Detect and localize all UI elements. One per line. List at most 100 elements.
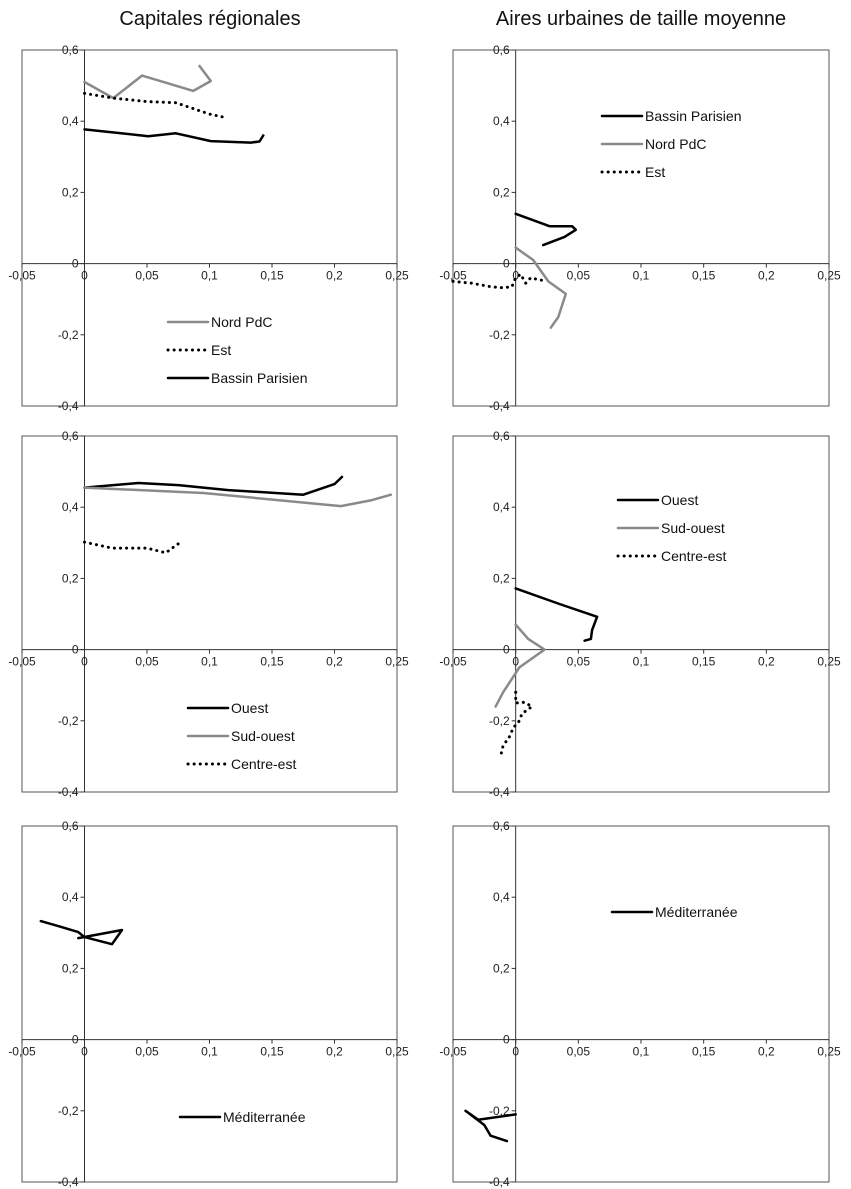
x-tick-label: 0,1	[633, 269, 650, 283]
chart-panel: -0,05 0 0,05 0,1 0,15 0,2 0,25 -0,4 -0,2 0 0,2 0,4 0…	[8, 43, 409, 413]
legend-label: Est	[211, 342, 231, 358]
x-tick-label: 0,1	[201, 269, 218, 283]
chart-panel: -0,05 0 0,05 0,1 0,15 0,2 0,25 -0,4 -0,2 0 0,2 0,4 0…	[439, 43, 841, 413]
x-tick-label: 0,15	[692, 1045, 716, 1059]
chart-panel: -0,05 0 0,05 0,1 0,15 0,2 0,25 -0,4 -0,2 0 0,2 0,4 0…	[8, 819, 409, 1189]
y-tick-label: 0,2	[493, 185, 510, 199]
x-tick-label: 0,05	[567, 1045, 591, 1059]
x-tick-label: 0,1	[201, 655, 218, 669]
series-line	[514, 587, 599, 642]
series-line	[451, 272, 546, 290]
y-tick-label: 0,4	[493, 114, 510, 128]
chart-panel: -0,05 0 0,05 0,1 0,15 0,2 0,25 -0,4 -0,2 0 0,2 0,4 0…	[8, 429, 409, 799]
legend-label: Méditerranée	[223, 1109, 306, 1125]
series-line	[83, 540, 183, 555]
y-tick-label: -0,2	[58, 714, 79, 728]
x-tick-label: 0,05	[567, 655, 591, 669]
x-tick-label: 0,2	[758, 269, 775, 283]
y-tick-label: -0,2	[58, 328, 79, 342]
x-tick-label: -0,05	[439, 655, 467, 669]
x-tick-label: 0,25	[385, 655, 409, 669]
y-tick-label: 0,4	[62, 500, 79, 514]
column-title-right: Aires urbaines de taille moyenne	[495, 8, 787, 30]
y-tick-label: 0	[503, 257, 510, 271]
x-tick-label: -0,05	[439, 269, 467, 283]
legend-label: Nord PdC	[211, 314, 272, 330]
x-tick-label: 0,25	[817, 269, 841, 283]
x-tick-label: 0	[512, 1045, 519, 1059]
y-tick-label: 0,2	[62, 961, 79, 975]
y-tick-label: 0,6	[493, 819, 510, 833]
y-tick-label: -0,4	[489, 1175, 510, 1189]
x-tick-label: 0,25	[817, 655, 841, 669]
x-tick-label: -0,05	[8, 269, 36, 283]
x-tick-label: 0,05	[135, 269, 159, 283]
y-tick-label: 0	[503, 1033, 510, 1047]
chart-panel: -0,05 0 0,05 0,1 0,15 0,2 0,25 -0,4 -0,2 0 0,2 0,4 0…	[439, 819, 841, 1189]
series-line	[494, 623, 546, 708]
y-tick-label: 0	[72, 1033, 79, 1047]
x-tick-label: 0,15	[692, 655, 716, 669]
y-tick-label: 0,4	[493, 890, 510, 904]
series-line	[464, 1109, 517, 1143]
legend-label: Centre-est	[661, 548, 726, 564]
x-tick-label: 0,2	[326, 269, 343, 283]
x-tick-label: 0,25	[385, 269, 409, 283]
y-tick-label: 0,4	[493, 500, 510, 514]
y-tick-label: -0,4	[58, 1175, 79, 1189]
y-tick-label: -0,4	[489, 785, 510, 799]
plot-frame	[21, 435, 398, 793]
legend-label: Bassin Parisien	[645, 108, 742, 124]
series-line	[83, 486, 393, 508]
x-tick-label: -0,05	[439, 1045, 467, 1059]
y-tick-label: 0,6	[62, 819, 79, 833]
y-tick-label: -0,4	[58, 785, 79, 799]
x-tick-label: 0,25	[817, 1045, 841, 1059]
y-tick-label: -0,2	[489, 328, 510, 342]
legend-label: Ouest	[231, 700, 268, 716]
legend-label: Méditerranée	[655, 904, 738, 920]
series-line	[499, 690, 534, 758]
plot-frame	[452, 49, 830, 407]
chart-panel: -0,05 0 0,05 0,1 0,15 0,2 0,25 -0,4 -0,2 0 0,2 0,4 0…	[439, 429, 841, 799]
y-tick-label: 0,6	[62, 43, 79, 57]
legend-label: Bassin Parisien	[211, 370, 308, 386]
y-tick-label: 0,6	[62, 429, 79, 443]
legend-label: Centre-est	[231, 756, 296, 772]
y-tick-label: 0,2	[493, 571, 510, 585]
legend-label: Nord PdC	[645, 136, 706, 152]
plot-frame	[452, 825, 830, 1183]
series-line	[83, 91, 228, 120]
x-tick-label: 0	[81, 1045, 88, 1059]
y-tick-label: 0,2	[62, 571, 79, 585]
x-tick-label: 0	[81, 655, 88, 669]
series-line	[83, 475, 344, 496]
x-tick-label: 0,2	[758, 1045, 775, 1059]
x-tick-label: 0,15	[260, 269, 284, 283]
y-tick-label: 0	[503, 643, 510, 657]
y-tick-label: 0	[72, 643, 79, 657]
series-line	[83, 64, 213, 100]
x-tick-label: 0,05	[135, 1045, 159, 1059]
y-tick-label: -0,4	[58, 399, 79, 413]
x-tick-label: 0,15	[260, 655, 284, 669]
legend-label: Sud-ouest	[231, 728, 295, 744]
x-tick-label: 0,05	[567, 269, 591, 283]
y-tick-label: 0	[72, 257, 79, 271]
y-tick-label: -0,2	[489, 714, 510, 728]
y-tick-label: -0,2	[58, 1104, 79, 1118]
plot-frame	[21, 49, 398, 407]
y-tick-label: 0,2	[62, 185, 79, 199]
y-tick-label: 0,2	[493, 961, 510, 975]
series-line	[514, 212, 578, 247]
legend-label: Ouest	[661, 492, 698, 508]
series-line	[39, 919, 124, 946]
x-tick-label: 0,25	[385, 1045, 409, 1059]
x-tick-label: 0,2	[758, 655, 775, 669]
y-tick-label: -0,2	[489, 1104, 510, 1118]
plot-frame	[452, 435, 830, 793]
y-tick-label: 0,6	[493, 43, 510, 57]
x-tick-label: 0,15	[692, 269, 716, 283]
series-line	[83, 128, 265, 144]
